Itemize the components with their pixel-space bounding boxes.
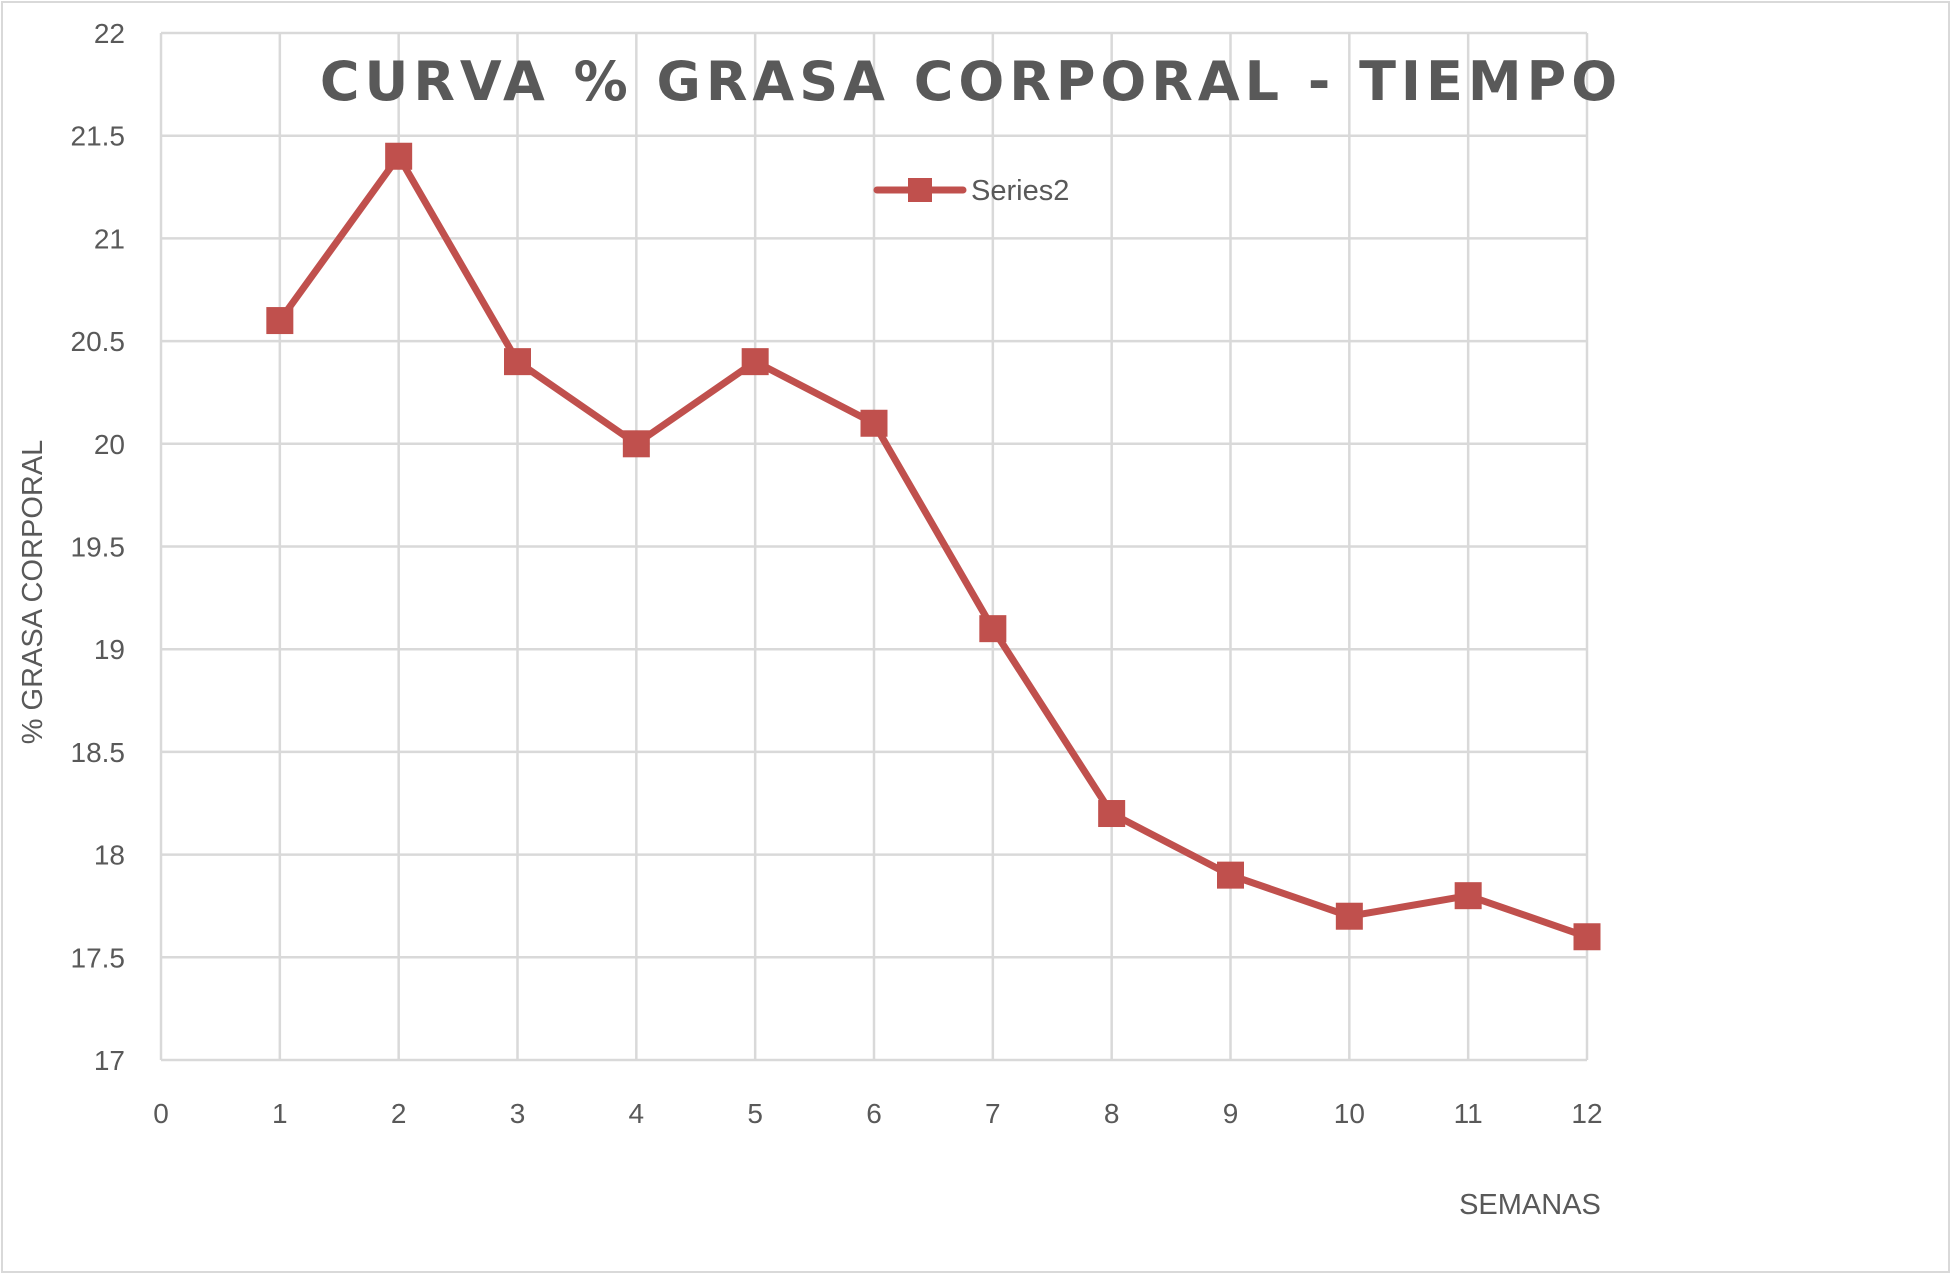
data-point-square-marker (860, 409, 888, 437)
data-point-square-marker (622, 430, 650, 458)
data-point-square-marker (1573, 923, 1601, 951)
x-tick-label: 9 (1223, 1098, 1239, 1129)
y-tick-label: 20 (94, 429, 125, 460)
series-line (266, 142, 1601, 951)
data-point-square-marker (1098, 800, 1126, 828)
data-point-square-marker (979, 615, 1007, 643)
y-tick-label: 19.5 (71, 532, 126, 563)
y-tick-label: 18.5 (71, 737, 126, 768)
data-point-square-marker (1454, 882, 1482, 910)
y-tick-label: 21 (94, 223, 125, 254)
x-tick-label: 0 (153, 1098, 169, 1129)
y-axis-title: % GRASA CORPORAL (17, 440, 49, 745)
x-axis-title: SEMANAS (1459, 1189, 1601, 1221)
y-tick-label: 21.5 (71, 121, 126, 152)
y-tick-label: 22 (94, 18, 125, 49)
x-tick-label: 3 (510, 1098, 526, 1129)
x-tick-label: 1 (272, 1098, 288, 1129)
x-tick-label: 11 (1454, 1098, 1483, 1129)
series-polyline (276, 152, 1591, 941)
y-tick-label: 17.5 (71, 942, 126, 973)
y-axis-ticks: 17 17.5 18 18.5 19 19.5 20 20.5 21 21.5 22 (71, 18, 126, 1076)
y-tick-label: 17 (94, 1045, 125, 1076)
y-tick-label: 18 (94, 840, 125, 871)
x-axis-ticks: 0 1 2 3 4 5 6 7 8 9 10 11 12 (153, 1098, 1602, 1129)
y-tick-label: 20.5 (71, 326, 126, 357)
gridlines (159, 31, 1589, 1062)
x-tick-label: 10 (1334, 1098, 1365, 1129)
x-tick-label: 5 (747, 1098, 763, 1129)
legend-marker-square-icon (908, 178, 932, 202)
legend-label: Series2 (971, 175, 1069, 207)
chart-title: CURVA % GRASA CORPORAL - TIEMPO (320, 50, 1622, 113)
x-tick-label: 4 (629, 1098, 645, 1129)
legend: Series2 (873, 175, 1069, 207)
data-point-square-marker (741, 348, 769, 376)
data-point-square-marker (504, 348, 531, 376)
x-tick-label: 12 (1571, 1098, 1602, 1129)
data-point-square-marker (266, 307, 294, 335)
data-point-square-marker (1335, 902, 1363, 930)
x-tick-label: 2 (391, 1098, 407, 1129)
data-point-square-marker (385, 142, 413, 170)
x-tick-label: 6 (866, 1098, 882, 1129)
x-tick-label: 8 (1104, 1098, 1120, 1129)
x-tick-label: 7 (985, 1098, 1001, 1129)
data-point-square-marker (1217, 861, 1244, 889)
y-tick-label: 19 (94, 634, 125, 665)
